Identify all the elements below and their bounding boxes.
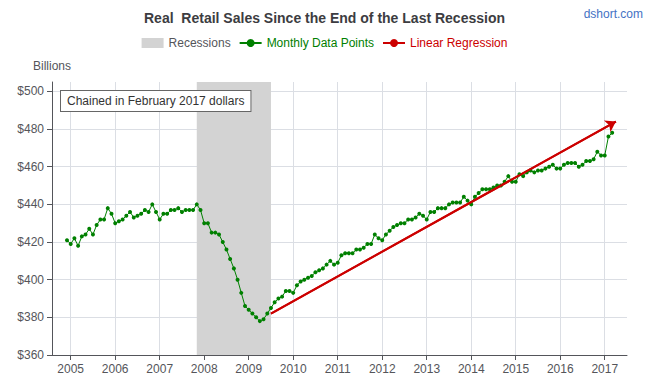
- svg-text:2017: 2017: [591, 362, 618, 376]
- svg-text:Monthly Data Points: Monthly Data Points: [267, 36, 374, 50]
- svg-text:$440: $440: [17, 197, 44, 211]
- svg-text:2014: 2014: [458, 362, 485, 376]
- svg-text:2016: 2016: [547, 362, 574, 376]
- svg-text:$480: $480: [17, 122, 44, 136]
- svg-text:$460: $460: [17, 160, 44, 174]
- svg-text:Billions: Billions: [33, 59, 71, 73]
- svg-text:2011: 2011: [325, 362, 351, 376]
- svg-text:Chained in February 2017 dolla: Chained in February 2017 dollars: [67, 94, 244, 108]
- svg-text:2012: 2012: [369, 362, 396, 376]
- svg-text:2009: 2009: [235, 362, 262, 376]
- svg-text:2005: 2005: [57, 362, 84, 376]
- svg-text:2013: 2013: [413, 362, 440, 376]
- svg-text:2015: 2015: [502, 362, 529, 376]
- svg-text:2010: 2010: [280, 362, 307, 376]
- svg-text:Recessions: Recessions: [169, 36, 231, 50]
- svg-text:2007: 2007: [146, 362, 173, 376]
- svg-text:$420: $420: [17, 235, 44, 249]
- svg-text:$380: $380: [17, 310, 44, 324]
- svg-text:dshort.com: dshort.com: [584, 7, 643, 21]
- svg-text:Linear Regression: Linear Regression: [410, 36, 507, 50]
- svg-text:$400: $400: [17, 273, 44, 287]
- svg-text:2006: 2006: [102, 362, 129, 376]
- svg-text:$500: $500: [17, 84, 44, 98]
- svg-text:2008: 2008: [191, 362, 218, 376]
- svg-text:Real Retail Sales Since the E: Real Retail Sales Since the End of the L…: [144, 10, 505, 26]
- svg-text:$360: $360: [17, 348, 44, 362]
